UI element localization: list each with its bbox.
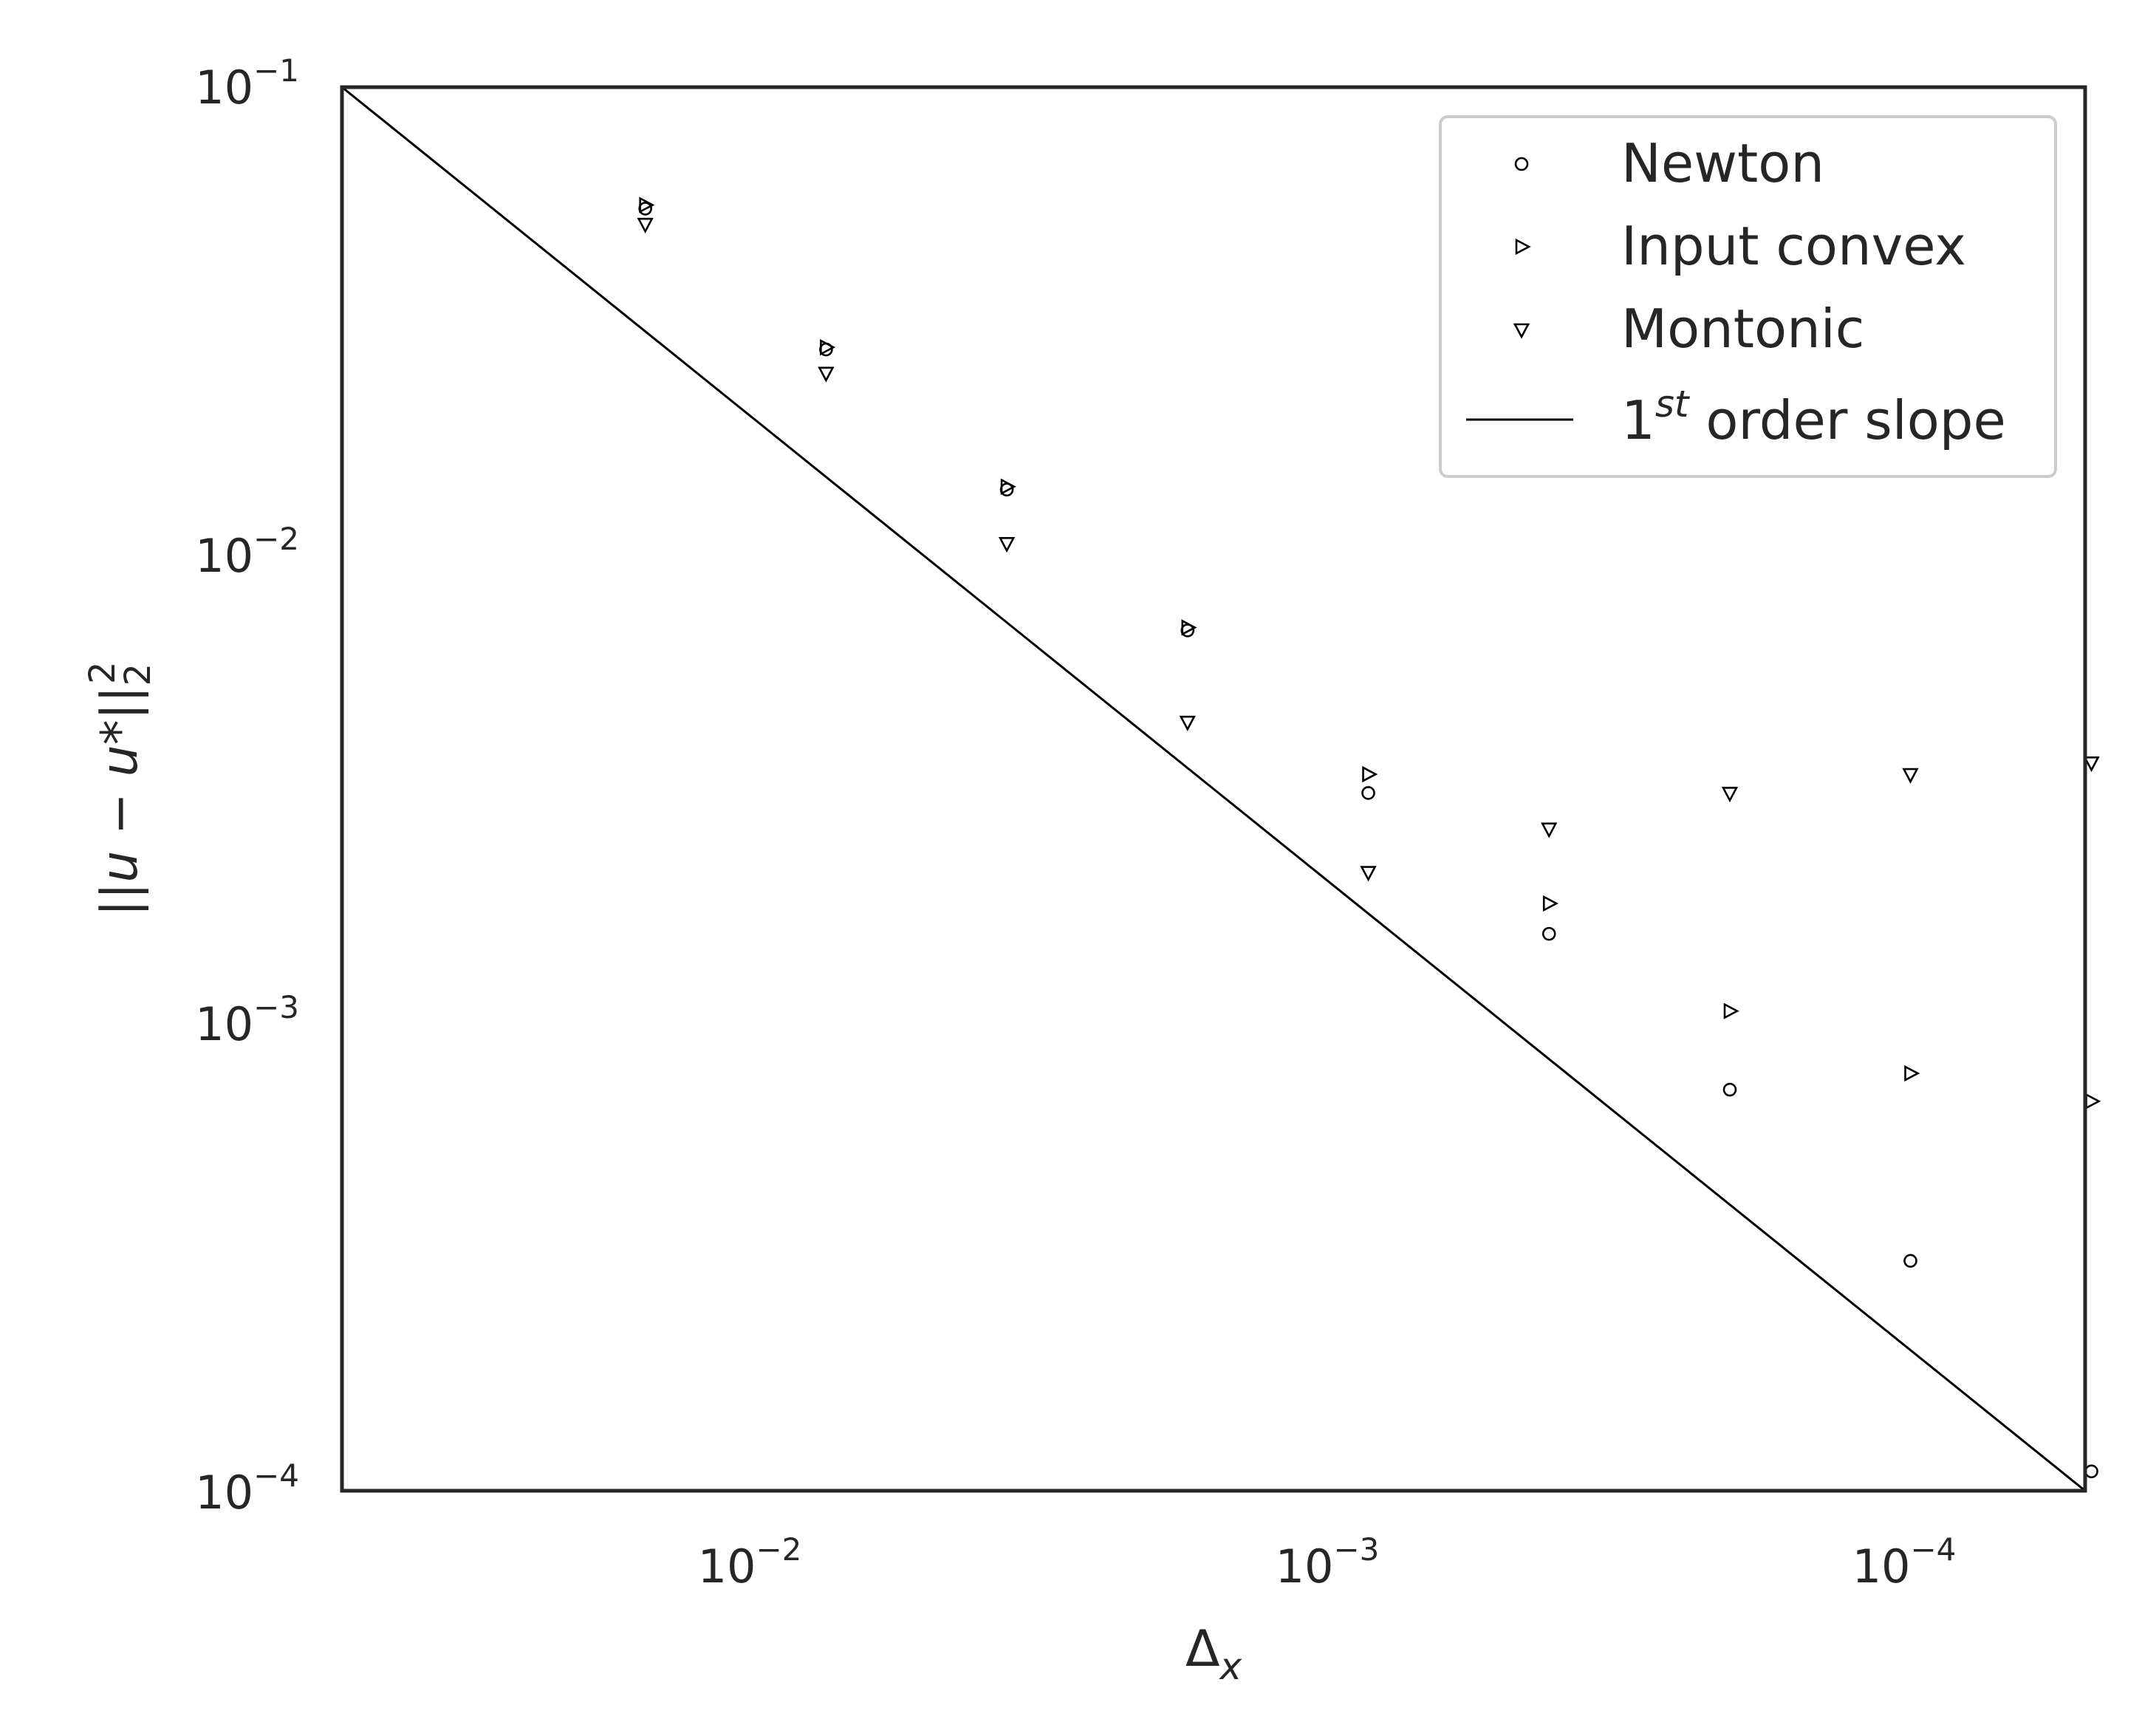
- newton-point: [1361, 786, 1375, 800]
- legend-markers: [1513, 157, 1531, 339]
- legend-label-input-convex: Input convex: [1621, 215, 1966, 277]
- montonic-point: [1902, 768, 1919, 784]
- input-convex-point: [2085, 1093, 2101, 1110]
- input-convex-point: [1000, 478, 1016, 495]
- legend: Newton Input convex Montonic 1st order s…: [1439, 115, 2057, 478]
- newton-point: [1903, 1254, 1917, 1268]
- montonic-point: [818, 366, 835, 383]
- input-convex-point: [1542, 895, 1559, 912]
- first-order-slope-line: [341, 86, 2086, 1492]
- legend-marker-newton: [1514, 157, 1529, 171]
- montonic-point: [637, 217, 654, 233]
- y-tick-label: 10−2: [195, 521, 299, 583]
- montonic-point: [1541, 822, 1558, 838]
- y-tick-label: 10−4: [195, 1458, 299, 1520]
- input-convex-point: [1723, 1002, 1739, 1019]
- legend-box: [1439, 115, 2057, 478]
- x-tick-label: 10−2: [698, 1531, 802, 1593]
- legend-marker-montonic: [1513, 323, 1530, 339]
- legend-label-montonic: Montonic: [1621, 298, 1864, 360]
- x-tick-label: 10−4: [1852, 1531, 1957, 1593]
- input-convex-point: [1904, 1065, 1920, 1082]
- montonic-point: [2083, 756, 2100, 773]
- newton-point: [1722, 1082, 1737, 1097]
- y-tick-label: 10−1: [195, 52, 299, 115]
- input-convex-point: [820, 338, 836, 356]
- legend-label-first-order-slope: 1st order slope: [1621, 383, 2006, 451]
- y-axis-label: ||u − u*||22: [82, 661, 159, 916]
- montonic-point: [1179, 715, 1196, 731]
- newton-point: [2084, 1464, 2098, 1479]
- marker-layer: [637, 197, 2101, 1479]
- newton-point: [1542, 926, 1556, 941]
- x-tick-labels: 10−2 10−3 10−4: [698, 1531, 1957, 1593]
- x-axis-label: Δx: [1185, 1620, 1242, 1688]
- input-convex-point: [639, 197, 655, 213]
- y-tick-label: 10−3: [195, 989, 299, 1051]
- legend-label-newton: Newton: [1621, 132, 1824, 194]
- montonic-point: [1360, 866, 1377, 882]
- reference-line-layer: [341, 86, 2086, 1492]
- y-tick-labels: 10−1 10−2 10−3 10−4: [195, 52, 299, 1520]
- montonic-point: [1721, 787, 1739, 803]
- legend-marker-input-convex: [1515, 238, 1531, 256]
- montonic-point: [998, 537, 1016, 553]
- input-convex-point: [1181, 619, 1197, 636]
- input-convex-point: [1362, 765, 1378, 783]
- plot-frame: [340, 85, 2087, 1493]
- x-tick-label: 10−3: [1276, 1531, 1380, 1593]
